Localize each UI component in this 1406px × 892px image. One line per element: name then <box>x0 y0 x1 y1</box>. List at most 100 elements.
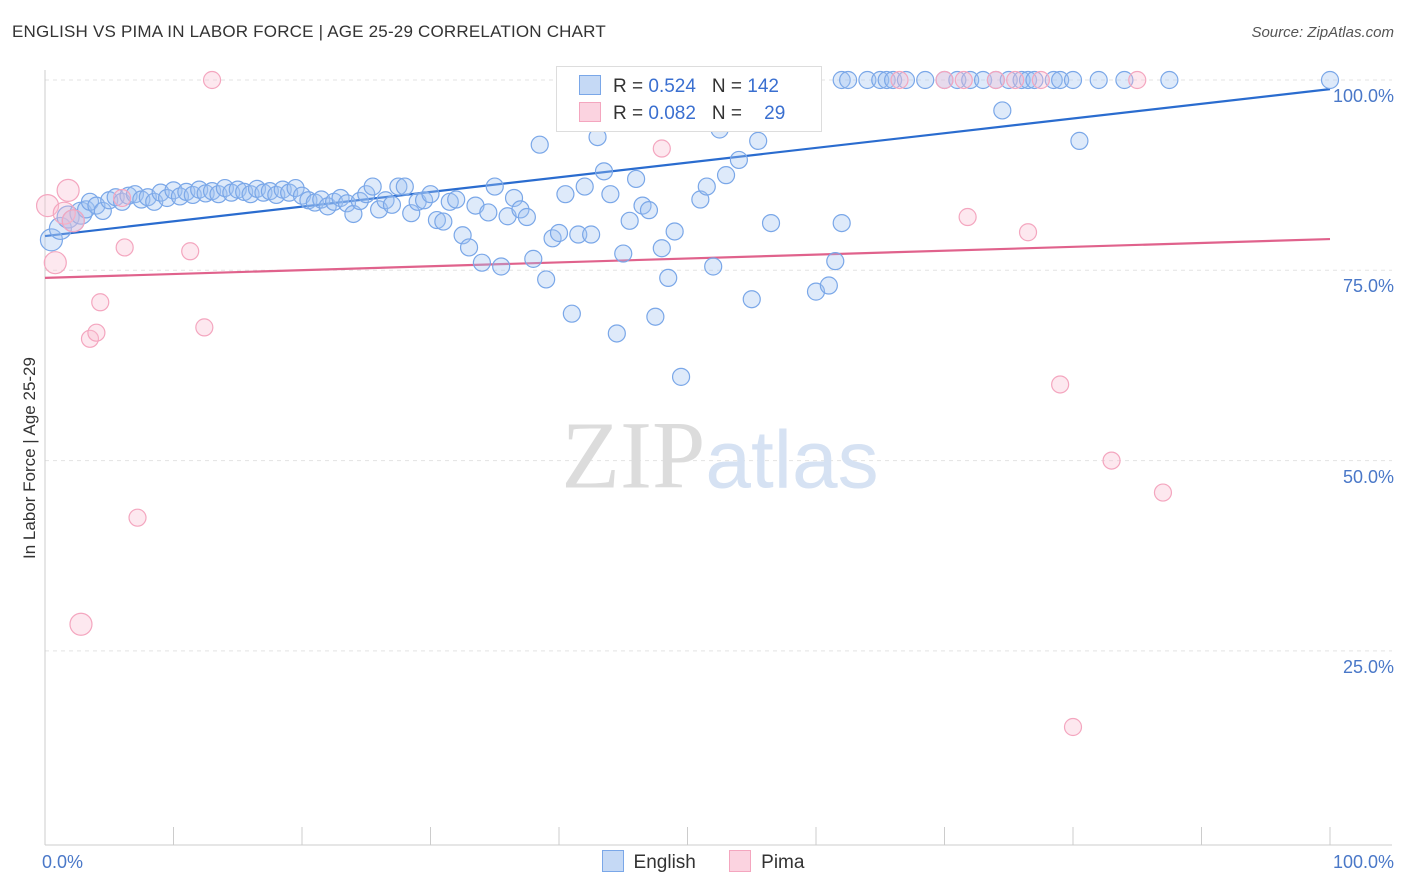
english-data-point <box>402 204 421 223</box>
english-data-point <box>1063 70 1083 90</box>
y-tick-label: 50.0% <box>1342 466 1394 487</box>
english-data-point <box>826 252 845 271</box>
x-tick-label: 0.0% <box>42 852 84 872</box>
english-data-point <box>1051 70 1070 90</box>
pima-data-point <box>890 70 909 90</box>
pima-data-point <box>1051 375 1070 394</box>
english-data-point <box>479 203 498 222</box>
pima-legend-swatch <box>729 850 752 872</box>
english-data-point <box>485 177 504 196</box>
english-data-point <box>697 177 716 196</box>
english-data-point <box>459 238 479 257</box>
english-data-point <box>421 185 440 204</box>
english-data-point <box>504 188 524 208</box>
english-data-point <box>948 70 967 90</box>
pima-data-point <box>652 139 671 158</box>
english-data-point <box>93 201 112 221</box>
english-data-point <box>620 211 639 230</box>
watermark-zip: ZIP <box>561 401 706 509</box>
english-data-point <box>1070 131 1089 150</box>
pima-data-point <box>91 293 110 312</box>
pima-legend-label: Pima <box>761 852 805 873</box>
pima-swatch <box>579 102 601 122</box>
english-data-point <box>569 225 588 244</box>
english-data-point <box>877 70 896 90</box>
english-data-point <box>427 210 447 230</box>
english-data-point <box>993 101 1012 120</box>
pima-data-point <box>1018 223 1038 242</box>
pima-data-point <box>128 508 147 527</box>
pima-data-point <box>986 70 1006 90</box>
english-data-point <box>511 200 530 219</box>
english-data-point <box>530 135 549 154</box>
english-data-point <box>492 257 511 276</box>
y-tick-label: 25.0% <box>1342 656 1394 677</box>
pima-data-point <box>87 323 106 342</box>
english-data-point <box>626 169 646 189</box>
pima-data-point <box>61 209 85 233</box>
english-data-point <box>671 367 691 386</box>
english-data-point <box>858 70 877 90</box>
pima-trend-line <box>44 237 1331 280</box>
y-axis-label: In Labor Force | Age 25-29 <box>20 357 39 559</box>
english-data-point <box>896 70 916 90</box>
english-data-point <box>389 177 408 196</box>
english-data-point <box>1025 70 1044 90</box>
english-data-point <box>961 70 980 90</box>
english-data-point <box>1160 70 1179 90</box>
legend-item-english: English <box>601 850 696 874</box>
watermark-atlas: atlas <box>705 414 879 506</box>
y-tick-label: 75.0% <box>1342 276 1394 297</box>
english-data-point <box>286 178 305 198</box>
english-data-point <box>819 276 838 295</box>
pima-data-point <box>52 201 76 225</box>
legend-row-english: R = 0.524 N = 142 <box>579 75 779 99</box>
pima-data-point <box>202 70 222 90</box>
pima-data-point <box>1153 483 1173 502</box>
english-data-point <box>659 268 678 288</box>
english-data-point <box>999 70 1018 90</box>
chart-title: ENGLISH VS PIMA IN LABOR FORCE | AGE 25-… <box>12 22 606 41</box>
english-data-point <box>652 239 671 258</box>
pima-data-point <box>56 178 80 202</box>
legend-row-pima: R = 0.082 N = 29 <box>579 102 785 126</box>
english-data-point <box>434 212 453 231</box>
english-data-point <box>1089 70 1108 90</box>
correlation-legend: R = 0.524 N = 142 R = 0.082 N = 29 <box>556 66 822 132</box>
pima-n-label: N = <box>711 103 748 124</box>
trend-lines <box>44 88 1331 280</box>
pima-data-point <box>1031 70 1050 90</box>
english-data-point <box>537 270 556 289</box>
english-data-point <box>871 70 890 90</box>
gridlines <box>45 79 1392 652</box>
pima-data-point <box>1006 70 1025 90</box>
english-data-point <box>839 70 858 90</box>
pima-data-point <box>115 238 134 257</box>
english-data-point <box>729 150 749 170</box>
english-data-point <box>524 249 543 268</box>
english-data-point <box>614 244 633 263</box>
english-data-point <box>357 185 376 204</box>
english-data-point <box>832 70 851 90</box>
pima-data-point <box>181 242 200 261</box>
english-data-point <box>1018 70 1038 90</box>
english-data-point <box>48 216 73 241</box>
english-data-point <box>472 253 491 272</box>
english-data-point <box>1044 70 1063 90</box>
english-swatch <box>579 75 601 95</box>
english-data-point <box>382 195 402 214</box>
english-data-point <box>517 207 536 227</box>
english-data-point <box>665 222 684 241</box>
english-data-point <box>549 223 569 243</box>
english-data-point <box>363 177 382 196</box>
pima-data-point <box>112 188 132 208</box>
series-legend: English Pima <box>0 850 1406 874</box>
english-data-point <box>883 70 903 90</box>
pima-data-point <box>195 318 214 337</box>
y-tick-label: 100.0% <box>1332 86 1394 106</box>
x-tick-label: 100.0% <box>1332 852 1394 872</box>
pima-r-label: R = <box>613 103 649 124</box>
english-data-point <box>761 214 781 233</box>
axes <box>44 70 1392 846</box>
pima-r-value: 0.082 <box>648 103 696 124</box>
